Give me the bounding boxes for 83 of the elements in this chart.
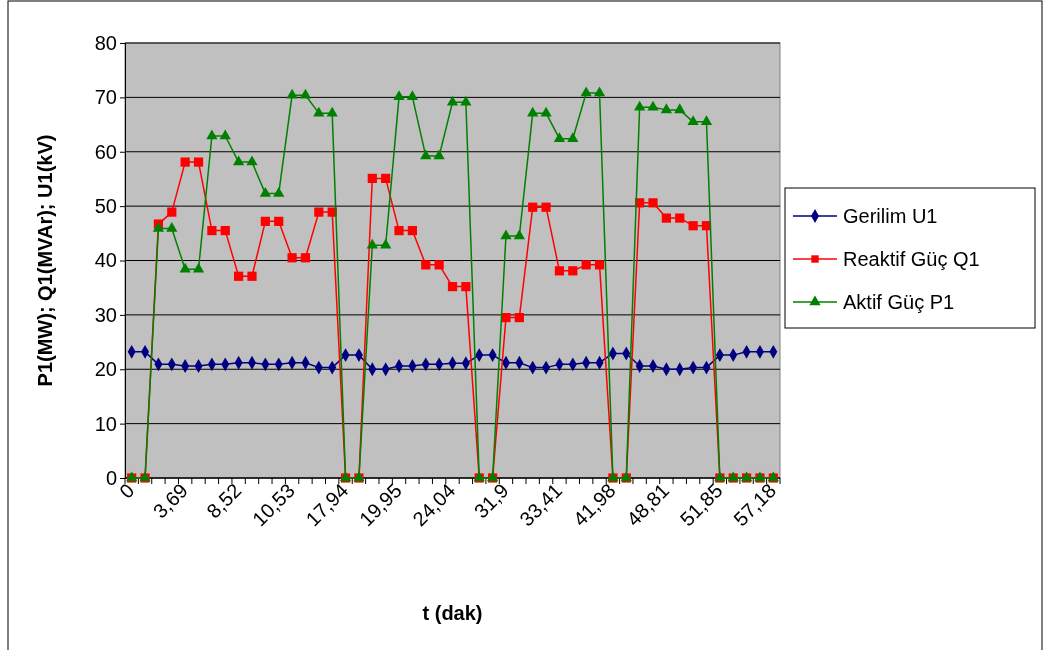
point [447,281,458,292]
point [700,115,713,126]
point [393,90,405,101]
point [433,149,445,160]
y-tick-label: 20 [94,358,117,381]
x-axis-title: t (dak) [422,602,483,624]
point [540,106,552,117]
point [180,157,190,167]
point [219,129,231,140]
y-tick-label: 60 [94,140,117,163]
point [648,198,658,208]
point [274,216,284,226]
point [300,253,311,263]
point [688,221,698,231]
point [446,95,459,106]
legend-label: Reaktif Güç Q1 [843,248,980,270]
point [260,216,270,226]
y-tick-label: 40 [94,249,117,272]
point [541,202,551,212]
point [594,260,605,270]
point [553,132,566,142]
point [286,88,298,99]
point [528,202,538,212]
y-tick-label: 50 [94,195,117,218]
point [675,213,685,223]
point [660,103,673,114]
point [407,225,418,236]
point [420,149,432,160]
point [314,207,324,217]
point [366,238,378,249]
y-tick-label: 10 [94,412,117,435]
point [232,155,245,166]
legend-label: Gerilim U1 [843,205,938,227]
y-axis-title: P1(MW); Q1(MVAr); U1(kV) [34,134,56,387]
point [460,95,472,106]
point [661,213,671,223]
point [406,90,419,101]
point [246,155,258,166]
point [461,281,471,292]
point [247,271,257,281]
y-tick-label: 30 [94,303,117,326]
legend-label: Aktif Güç P1 [843,291,955,313]
point [421,260,431,270]
point [166,221,178,232]
point [647,100,659,111]
point [527,106,539,117]
point [192,262,205,273]
point [513,229,525,240]
point [367,173,377,183]
point [581,260,591,270]
point [381,173,391,183]
point [674,103,686,114]
point [287,253,297,263]
x-tick-label: 0 [115,479,139,503]
point [380,238,392,249]
x-tick-label: 31,9 [469,479,513,523]
point [500,229,512,240]
point [234,271,244,281]
point [567,132,579,142]
y-tick-label: 70 [94,86,117,109]
point [568,266,578,276]
point [179,262,191,273]
point [207,225,217,236]
point [193,157,204,167]
point [326,106,338,117]
point [167,207,177,217]
point [634,100,646,111]
point [273,187,285,197]
point [580,86,592,97]
x-tick-label: 3,69 [148,479,192,523]
y-tick-label: 80 [94,31,117,54]
point [206,129,218,140]
point [593,86,606,97]
point [514,312,524,323]
point [313,106,325,117]
point [394,225,404,236]
x-tick-label: 8,52 [202,479,246,523]
point [299,88,312,99]
point [434,260,444,270]
point [259,187,271,197]
point [554,266,565,276]
point [220,225,230,236]
point [687,115,699,126]
